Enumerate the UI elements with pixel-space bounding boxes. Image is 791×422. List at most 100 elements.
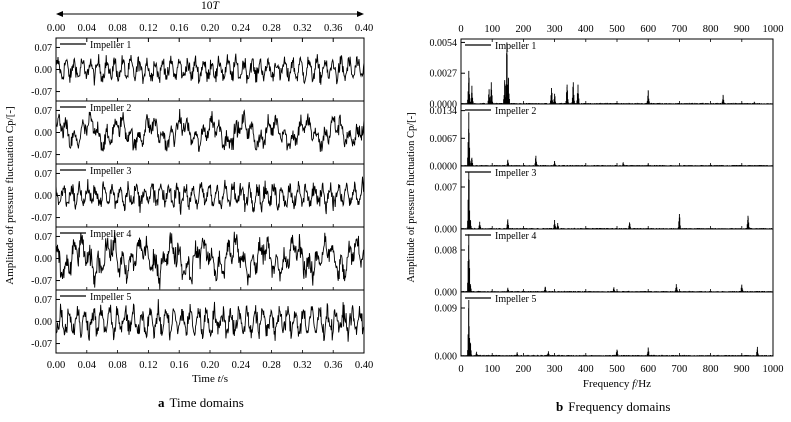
b-y-tick-label: 0.0067	[430, 134, 458, 145]
b-top-tick-label: 600	[640, 24, 656, 35]
b-series-spectrum	[461, 300, 774, 356]
a-x-tick-label: 0.12	[139, 360, 157, 371]
a-legend-entry: Impeller 3	[90, 166, 131, 177]
a-series-line	[55, 53, 365, 86]
a-x-tick-label: 0.32	[293, 360, 311, 371]
b-top-tick-label: 200	[516, 24, 532, 35]
a-y-tick-label: 0.07	[35, 232, 53, 243]
a-x-tick-label: 0.00	[47, 360, 65, 371]
a-top-tick-label: 0.16	[170, 23, 188, 34]
a-x-tick-label: 0.08	[108, 360, 126, 371]
a-period-label: 10T	[201, 0, 221, 12]
a-top-tick-label: 0.12	[139, 23, 157, 34]
b-series-spectrum	[461, 172, 774, 229]
a-y-tick-label: 0.00	[35, 191, 53, 202]
b-series-spectrum	[461, 234, 774, 292]
b-top-tick-label: 500	[609, 24, 625, 35]
b-top-tick-label: 400	[578, 24, 594, 35]
a-y-tick-label: -0.07	[31, 87, 52, 98]
a-y-tick-label: 0.00	[35, 65, 53, 76]
a-y-tick-label: -0.07	[31, 276, 52, 287]
b-x-tick-label: 200	[516, 364, 532, 375]
b-top-tick-label: 700	[672, 24, 688, 35]
b-legend-entry: Impeller 4	[495, 231, 536, 242]
b-series-spectrum	[461, 112, 774, 166]
a-x-axis-label: Time t/s	[192, 373, 228, 385]
caption-a-text: Time domains	[169, 395, 244, 410]
a-y-tick-label: 0.00	[35, 254, 53, 265]
a-x-tick-label: 0.24	[232, 360, 251, 371]
b-y-tick-label: 0.0054	[430, 38, 458, 49]
b-y-tick-label: 0.009	[435, 304, 458, 315]
a-y-tick-label: -0.07	[31, 150, 52, 161]
b-x-axis-label: Frequency f/Hz	[583, 378, 651, 390]
a-top-tick-label: 0.20	[201, 23, 219, 34]
a-top-tick-label: 0.28	[262, 23, 280, 34]
b-legend-entry: Impeller 5	[495, 294, 536, 305]
a-legend-entry: Impeller 1	[90, 40, 131, 51]
b-y-tick-label: 0.000	[435, 352, 458, 363]
a-top-tick-label: 0.00	[47, 23, 65, 34]
b-top-tick-label: 100	[484, 24, 500, 35]
a-legend-entry: Impeller 4	[90, 229, 131, 240]
b-x-tick-label: 0	[458, 364, 463, 375]
a-top-tick-label: 0.36	[324, 23, 342, 34]
a-top-tick-label: 0.08	[108, 23, 126, 34]
caption-b-text: Frequency domains	[568, 399, 671, 414]
a-x-tick-label: 0.04	[78, 360, 97, 371]
b-y-tick-label: 0.0000	[430, 162, 458, 173]
b-x-tick-label: 800	[703, 364, 719, 375]
b-x-tick-label: 600	[640, 364, 656, 375]
a-y-tick-label: 0.07	[35, 295, 53, 306]
b-y-tick-label: 0.0027	[430, 69, 458, 80]
a-top-tick-label: 0.24	[232, 23, 251, 34]
caption-b-label: b	[556, 399, 564, 414]
b-x-tick-label: 100	[484, 364, 500, 375]
b-x-tick-label: 1000	[763, 364, 784, 375]
a-y-tick-label: -0.07	[31, 339, 52, 350]
b-y-tick-label: 0.000	[435, 288, 458, 299]
b-y-tick-label: 0.008	[435, 246, 458, 257]
a-y-tick-label: 0.07	[35, 169, 53, 180]
a-series-line	[55, 231, 365, 290]
a-series-line	[55, 108, 365, 152]
a-x-tick-label: 0.16	[170, 360, 188, 371]
b-x-tick-label: 500	[609, 364, 625, 375]
a-x-tick-label: 0.20	[201, 360, 219, 371]
a-legend-entry: Impeller 5	[90, 292, 131, 303]
b-legend-entry: Impeller 2	[495, 106, 536, 117]
a-period-arrow-right	[357, 11, 364, 17]
caption-b: b Frequency domains	[556, 399, 670, 415]
b-top-tick-label: 900	[734, 24, 750, 35]
b-x-tick-label: 700	[672, 364, 688, 375]
caption-a: a Time domains	[158, 395, 244, 411]
a-y-tick-label: 0.00	[35, 317, 53, 328]
a-y-tick-label: 0.07	[35, 43, 53, 54]
a-top-tick-label: 0.40	[355, 23, 373, 34]
a-top-tick-label: 0.32	[293, 23, 311, 34]
b-x-tick-label: 300	[547, 364, 563, 375]
a-y-tick-label: 0.00	[35, 128, 53, 139]
a-top-tick-label: 0.04	[78, 23, 97, 34]
a-x-tick-label: 0.36	[324, 360, 342, 371]
a-x-tick-label: 0.28	[262, 360, 280, 371]
b-top-tick-label: 300	[547, 24, 563, 35]
caption-a-label: a	[158, 395, 165, 410]
b-top-tick-label: 1000	[763, 24, 784, 35]
a-y-axis-label: Amplitude of pressure fluctuation Cp/[-]	[4, 106, 16, 284]
b-legend-entry: Impeller 3	[495, 168, 536, 179]
b-y-tick-label: 0.007	[435, 183, 458, 194]
b-y-tick-label: 0.0134	[430, 106, 458, 117]
b-legend-entry: Impeller 1	[495, 41, 536, 52]
a-legend-entry: Impeller 2	[90, 103, 131, 114]
a-y-tick-label: 0.07	[35, 106, 53, 117]
b-x-tick-label: 400	[578, 364, 594, 375]
b-y-axis-label: Amplitude of pressure fluctuation Cp/[-]	[406, 112, 417, 282]
a-period-arrow-left	[56, 11, 63, 17]
b-x-tick-label: 900	[734, 364, 750, 375]
a-series-line	[55, 176, 365, 215]
a-y-tick-label: -0.07	[31, 213, 52, 224]
b-top-tick-label: 0	[458, 24, 463, 35]
a-x-tick-label: 0.40	[355, 360, 373, 371]
